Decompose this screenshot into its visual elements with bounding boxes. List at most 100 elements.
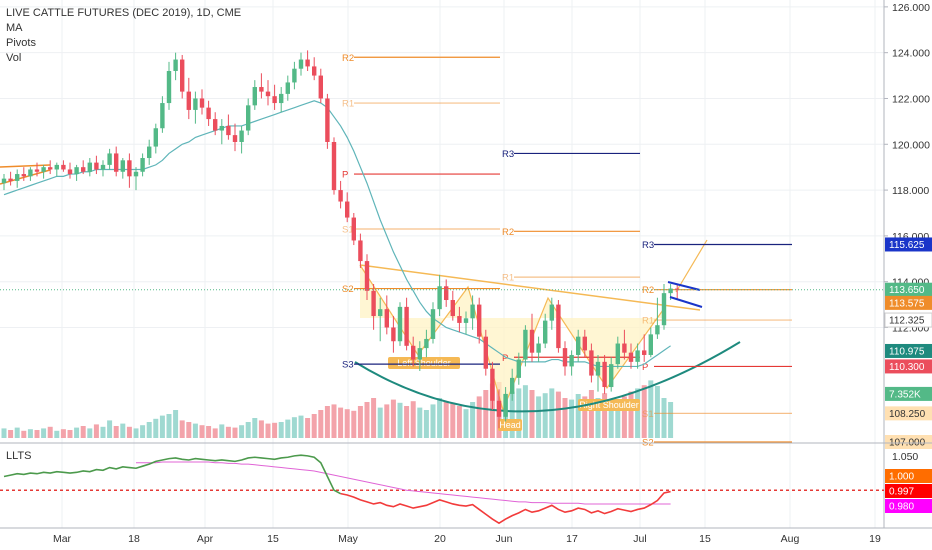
candle xyxy=(186,77,191,120)
candle xyxy=(61,160,66,172)
candle xyxy=(576,329,581,362)
candle-body xyxy=(549,304,554,321)
candle-body xyxy=(562,348,568,367)
candle-body xyxy=(510,377,515,394)
volume-bar xyxy=(529,390,535,438)
candle xyxy=(213,112,218,136)
candle xyxy=(54,162,59,177)
volume-bar xyxy=(206,426,212,438)
volume-bar xyxy=(628,391,634,438)
price-tick-label: 118.000 xyxy=(892,185,929,197)
volume-bar xyxy=(219,424,225,438)
candle xyxy=(199,89,205,115)
legend-pivots[interactable]: Pivots xyxy=(6,37,36,49)
candle-body xyxy=(411,345,416,360)
volume-bar xyxy=(305,418,311,438)
pivot-label: R3 xyxy=(642,240,654,251)
volume-bar xyxy=(21,430,27,438)
candle xyxy=(298,52,304,76)
candle xyxy=(358,233,363,268)
price-tag-bg xyxy=(885,343,932,358)
volume-bar xyxy=(437,398,443,438)
legend-vol[interactable]: Vol xyxy=(6,52,22,64)
candle-body xyxy=(127,160,132,177)
pivot-label: P xyxy=(642,362,648,373)
candle-body xyxy=(490,368,495,401)
candle-body xyxy=(457,316,462,323)
candle xyxy=(147,139,152,165)
price-tag-bg xyxy=(885,237,932,252)
volume-bar xyxy=(417,407,423,438)
price-tick-label: 124.000 xyxy=(892,48,930,60)
time-tick-label: 15 xyxy=(267,533,279,545)
candle-body xyxy=(8,178,13,181)
candle xyxy=(81,160,86,175)
volume-bar xyxy=(192,423,198,438)
candle-body xyxy=(463,318,469,323)
candle xyxy=(94,155,99,175)
candle xyxy=(1,174,7,191)
price-tag-bg xyxy=(885,435,932,449)
volume-bar xyxy=(126,426,132,438)
volume-bar xyxy=(595,398,601,438)
candle xyxy=(562,341,568,376)
time-tick-label: Jun xyxy=(496,533,513,545)
candle-body xyxy=(582,336,587,351)
indicator-title[interactable]: LLTS xyxy=(6,450,32,462)
volume-bar xyxy=(351,410,357,438)
candle xyxy=(549,297,554,330)
candle-body xyxy=(15,174,20,181)
indicator-tag-label: 1.000 xyxy=(889,472,914,483)
candle-body xyxy=(371,290,376,317)
price-tag-label: 110.975 xyxy=(889,346,925,357)
legend-ma[interactable]: MA xyxy=(6,22,23,34)
candle xyxy=(206,100,211,126)
volume-bar xyxy=(60,429,66,438)
candle-body xyxy=(516,359,521,378)
candle-body xyxy=(338,190,343,202)
candle xyxy=(100,160,106,177)
volume-bar xyxy=(285,419,291,438)
candle-body xyxy=(133,171,139,177)
volume-bar xyxy=(113,426,119,438)
volume-bar xyxy=(661,398,667,438)
candle-body xyxy=(81,167,86,172)
candle-body xyxy=(193,98,198,110)
candle-body xyxy=(232,135,238,142)
candle xyxy=(523,325,528,367)
rounding-bottom-arc xyxy=(354,341,741,413)
volume-bar xyxy=(27,429,33,438)
candle-body xyxy=(114,153,119,172)
volume-bar xyxy=(384,404,390,438)
volume-bar xyxy=(338,407,344,438)
candle xyxy=(437,274,442,317)
candle xyxy=(655,297,660,339)
candle xyxy=(259,73,264,99)
time-tick-label: 17 xyxy=(566,533,578,545)
candle-body xyxy=(140,158,145,172)
candle-body xyxy=(107,153,112,165)
candle xyxy=(265,80,271,106)
candle-body xyxy=(477,304,482,337)
candle xyxy=(648,327,653,358)
candle xyxy=(285,75,290,101)
volume-bar xyxy=(555,391,561,438)
volume-bar xyxy=(67,430,73,438)
volume-bar xyxy=(1,428,7,438)
candle xyxy=(582,329,587,358)
candle-body xyxy=(28,169,33,177)
candle xyxy=(543,313,548,349)
candle xyxy=(107,148,112,170)
candle-body xyxy=(523,329,528,360)
candle xyxy=(219,119,224,145)
volume-bar xyxy=(54,430,60,438)
candle-body xyxy=(576,336,581,355)
candle xyxy=(318,68,323,104)
candle xyxy=(490,361,495,410)
candle xyxy=(48,160,53,175)
indicator-tag-bg xyxy=(885,499,932,513)
volume-bar xyxy=(397,402,403,438)
candle-body xyxy=(41,167,46,172)
volume-bar xyxy=(146,422,152,438)
